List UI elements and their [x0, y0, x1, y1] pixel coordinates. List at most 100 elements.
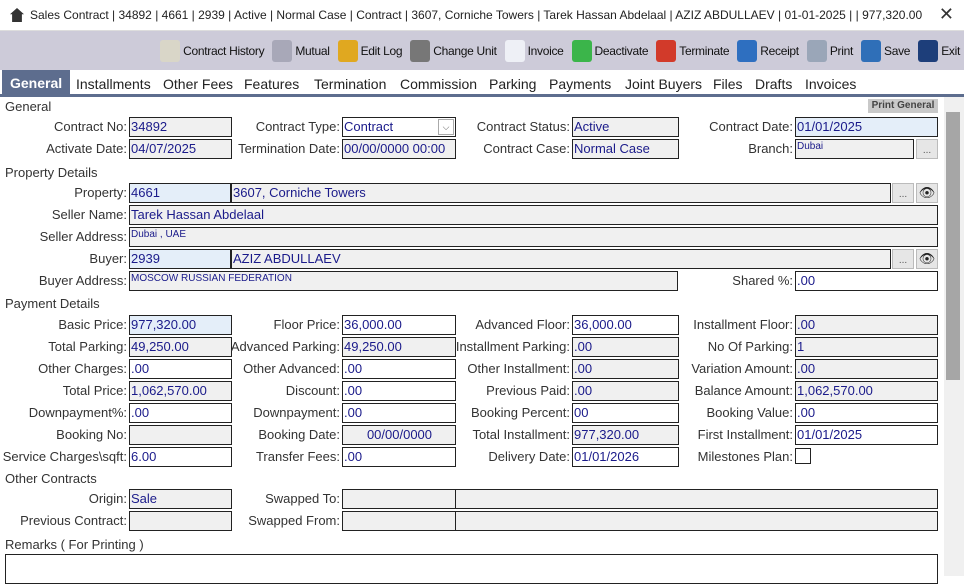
toolbar-button-receipt[interactable]: Receipt: [737, 39, 799, 62]
toolbar-button-mutual[interactable]: Mutual: [272, 39, 330, 62]
milestones-plan-label: Milestones Plan:: [697, 449, 793, 464]
advanced-parking-field[interactable]: 49,250.00: [342, 337, 456, 357]
buyer-name-field[interactable]: AZIZ ABDULLAEV: [231, 249, 891, 269]
buyer-id-field[interactable]: 2939: [129, 249, 231, 269]
buyer-address-label: Buyer Address:: [38, 273, 127, 288]
toolbar-button-label: Terminate: [679, 43, 730, 58]
tab-general[interactable]: General: [2, 70, 71, 97]
contract-date-field[interactable]: 01/01/2025: [795, 117, 938, 137]
other-installment-field[interactable]: .00: [572, 359, 679, 379]
installment-parking-field[interactable]: .00: [572, 337, 679, 357]
branch-lookup-button[interactable]: ...: [916, 139, 938, 159]
contract-case-label: Contract Case:: [483, 141, 570, 156]
advanced-floor-field[interactable]: 36,000.00: [572, 315, 679, 335]
buyer-address-field[interactable]: MOSCOW RUSSIAN FEDERATION: [129, 271, 678, 291]
first-installment-field[interactable]: 01/01/2025: [795, 425, 938, 445]
toolbar-button-label: Change Unit: [433, 43, 497, 58]
downpayment-field[interactable]: .00: [342, 403, 456, 423]
tab-joint-buyers[interactable]: Joint Buyers: [625, 76, 703, 92]
toolbar-button-contract-history[interactable]: Contract History: [160, 39, 265, 62]
installment-floor-field[interactable]: .00: [795, 315, 938, 335]
booking-date-field[interactable]: 00/00/0000: [342, 425, 456, 445]
transfer-fees-field[interactable]: .00: [342, 447, 456, 467]
contract-status-field[interactable]: Active: [572, 117, 679, 137]
other-advanced-label: Other Advanced:: [243, 361, 340, 376]
service-charges-field[interactable]: 6.00: [129, 447, 232, 467]
other-charges-field[interactable]: .00: [129, 359, 232, 379]
shared-field[interactable]: .00: [795, 271, 938, 291]
swapped-from-field[interactable]: [342, 511, 456, 531]
downpayment-pct-field[interactable]: .00: [129, 403, 232, 423]
booking-no-field[interactable]: [129, 425, 232, 445]
other-advanced-field[interactable]: .00: [342, 359, 456, 379]
seller-address-label: Seller Address:: [39, 229, 127, 244]
seller-name-field[interactable]: Tarek Hassan Abdelaal: [129, 205, 938, 225]
activate-date-field[interactable]: 04/07/2025: [129, 139, 232, 159]
buyer-lookup-button[interactable]: ...: [892, 249, 914, 269]
chevron-down-icon[interactable]: ⌵: [438, 119, 454, 135]
previous-contract-field[interactable]: [129, 511, 232, 531]
floppy-icon: [861, 39, 882, 62]
tab-files[interactable]: Files: [713, 76, 743, 92]
swapped-to-field[interactable]: [342, 489, 456, 509]
total-parking-field[interactable]: 49,250.00: [129, 337, 232, 357]
delivery-date-field[interactable]: 01/01/2026: [572, 447, 679, 467]
tab-termination[interactable]: Termination: [314, 76, 387, 92]
downpayment-label: Downpayment:: [253, 405, 340, 420]
tab-invoices[interactable]: Invoices: [805, 76, 857, 92]
origin-field[interactable]: Sale: [129, 489, 232, 509]
tab-bar: General Installments Other Fees Features Ter…: [0, 70, 964, 97]
change-unit-icon: [410, 39, 431, 62]
advanced-floor-label: Advanced Floor:: [475, 317, 570, 332]
tab-features[interactable]: Features: [244, 76, 300, 92]
termination-date-field[interactable]: 00/00/0000 00:00: [342, 139, 456, 159]
floor-price-label: Floor Price:: [273, 317, 340, 332]
variation-amount-field[interactable]: .00: [795, 359, 938, 379]
tab-other-fees[interactable]: Other Fees: [163, 76, 234, 92]
no-of-parking-field[interactable]: 1: [795, 337, 938, 357]
balance-amount-field[interactable]: 1,062,570.00: [795, 381, 938, 401]
tab-installments[interactable]: Installments: [76, 76, 151, 92]
floor-price-field[interactable]: 36,000.00: [342, 315, 456, 335]
booking-percent-field[interactable]: 00: [572, 403, 679, 423]
toolbar-button-save[interactable]: Save: [861, 39, 910, 62]
tab-drafts[interactable]: Drafts: [755, 76, 793, 92]
toolbar-button-deactivate[interactable]: Deactivate: [571, 39, 649, 62]
basic-price-label: Basic Price:: [58, 317, 127, 332]
print-general-button[interactable]: Print General: [868, 99, 938, 113]
close-window-button[interactable]: ✕: [938, 4, 954, 24]
toolbar-button-change-unit[interactable]: Change Unit: [410, 39, 497, 62]
swapped-to-label: Swapped To:: [265, 491, 340, 506]
balance-amount-label: Balance Amount:: [694, 383, 793, 398]
toolbar-button-invoice[interactable]: Invoice: [504, 39, 564, 62]
toolbar-button-exit[interactable]: Exit: [918, 39, 960, 62]
discount-field[interactable]: .00: [342, 381, 456, 401]
contract-status-label: Contract Status:: [476, 119, 570, 134]
toolbar-button-print[interactable]: Print: [806, 39, 853, 62]
remarks-input[interactable]: [5, 554, 938, 584]
scrollbar-thumb[interactable]: [946, 112, 960, 380]
previous-paid-field[interactable]: .00: [572, 381, 679, 401]
contract-type-field[interactable]: Contract ⌵: [342, 117, 456, 137]
variation-amount-label: Variation Amount:: [691, 361, 793, 376]
property-lookup-button[interactable]: ...: [892, 183, 914, 203]
branch-field[interactable]: Dubai: [795, 139, 914, 159]
buyer-view-icon[interactable]: 👁: [916, 249, 938, 269]
contract-case-field[interactable]: Normal Case: [572, 139, 679, 159]
toolbar-button-terminate[interactable]: Terminate: [656, 39, 730, 62]
property-id-field[interactable]: 4661: [129, 183, 231, 203]
total-price-field[interactable]: 1,062,570.00: [129, 381, 232, 401]
toolbar-button-label: Exit: [941, 43, 960, 58]
property-view-icon[interactable]: 👁: [916, 183, 938, 203]
milestones-plan-checkbox[interactable]: [795, 448, 811, 464]
basic-price-field[interactable]: 977,320.00: [129, 315, 232, 335]
tab-parking[interactable]: Parking: [489, 76, 537, 92]
contract-no-field[interactable]: 34892: [129, 117, 232, 137]
property-name-field[interactable]: 3607, Corniche Towers: [231, 183, 891, 203]
tab-commission[interactable]: Commission: [400, 76, 478, 92]
seller-address-field[interactable]: Dubai , UAE: [129, 227, 938, 247]
booking-value-field[interactable]: .00: [795, 403, 938, 423]
total-installment-field[interactable]: 977,320.00: [572, 425, 679, 445]
toolbar-button-edit-log[interactable]: Edit Log: [337, 39, 403, 62]
tab-payments[interactable]: Payments: [549, 76, 612, 92]
